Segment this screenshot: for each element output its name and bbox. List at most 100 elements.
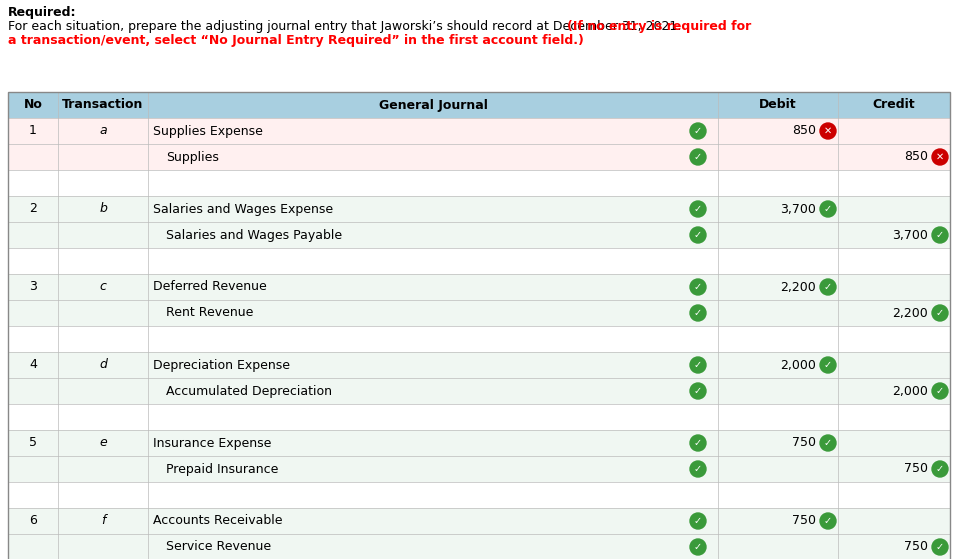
Text: 3: 3 bbox=[29, 281, 37, 293]
Text: ✓: ✓ bbox=[936, 542, 944, 552]
Text: Required:: Required: bbox=[8, 6, 77, 19]
Bar bbox=[8, 534, 950, 559]
Circle shape bbox=[820, 201, 836, 217]
Text: a: a bbox=[100, 125, 106, 138]
Bar bbox=[8, 378, 950, 404]
Circle shape bbox=[820, 123, 836, 139]
Text: ✓: ✓ bbox=[694, 204, 702, 214]
Bar bbox=[8, 170, 950, 196]
Text: ✓: ✓ bbox=[824, 516, 833, 526]
Text: f: f bbox=[101, 514, 105, 528]
Text: ✓: ✓ bbox=[936, 308, 944, 318]
Text: Insurance Expense: Insurance Expense bbox=[153, 437, 271, 449]
Circle shape bbox=[690, 201, 706, 217]
Text: 6: 6 bbox=[29, 514, 37, 528]
Text: ✕: ✕ bbox=[936, 152, 944, 162]
Text: ✓: ✓ bbox=[694, 230, 702, 240]
Text: Accounts Receivable: Accounts Receivable bbox=[153, 514, 283, 528]
Text: d: d bbox=[99, 358, 107, 372]
Text: 750: 750 bbox=[792, 437, 816, 449]
Circle shape bbox=[932, 227, 948, 243]
Text: Rent Revenue: Rent Revenue bbox=[166, 306, 253, 320]
Text: ✓: ✓ bbox=[824, 282, 833, 292]
Text: ✓: ✓ bbox=[694, 152, 702, 162]
Text: 3,700: 3,700 bbox=[780, 202, 816, 216]
Circle shape bbox=[820, 435, 836, 451]
Bar bbox=[8, 404, 950, 430]
Text: 4: 4 bbox=[29, 358, 37, 372]
Circle shape bbox=[690, 435, 706, 451]
Text: ✓: ✓ bbox=[694, 516, 702, 526]
Circle shape bbox=[690, 279, 706, 295]
Circle shape bbox=[690, 305, 706, 321]
Circle shape bbox=[690, 357, 706, 373]
Text: Debit: Debit bbox=[759, 98, 797, 111]
Text: 3,700: 3,700 bbox=[892, 229, 928, 241]
Text: ✓: ✓ bbox=[694, 360, 702, 370]
Circle shape bbox=[690, 513, 706, 529]
Circle shape bbox=[932, 383, 948, 399]
Text: ✓: ✓ bbox=[694, 308, 702, 318]
Bar bbox=[8, 92, 950, 118]
Bar bbox=[8, 508, 950, 534]
Text: ✓: ✓ bbox=[936, 386, 944, 396]
Circle shape bbox=[932, 461, 948, 477]
Text: 5: 5 bbox=[29, 437, 37, 449]
Text: ✓: ✓ bbox=[694, 282, 702, 292]
Text: Supplies: Supplies bbox=[166, 150, 218, 163]
Text: c: c bbox=[100, 281, 106, 293]
Bar bbox=[8, 144, 950, 170]
Circle shape bbox=[820, 279, 836, 295]
Text: 2,200: 2,200 bbox=[892, 306, 928, 320]
Circle shape bbox=[690, 539, 706, 555]
Text: ✓: ✓ bbox=[824, 360, 833, 370]
Text: ✓: ✓ bbox=[694, 126, 702, 136]
Text: 750: 750 bbox=[904, 541, 928, 553]
Text: 750: 750 bbox=[904, 462, 928, 476]
Circle shape bbox=[690, 383, 706, 399]
Text: For each situation, prepare the adjusting journal entry that Jaworski’s should r: For each situation, prepare the adjustin… bbox=[8, 20, 685, 33]
Bar bbox=[8, 92, 950, 559]
Text: ✓: ✓ bbox=[694, 438, 702, 448]
Text: ✓: ✓ bbox=[936, 230, 944, 240]
Text: ✓: ✓ bbox=[694, 464, 702, 474]
Text: ✓: ✓ bbox=[694, 386, 702, 396]
Circle shape bbox=[932, 305, 948, 321]
Circle shape bbox=[820, 357, 836, 373]
Circle shape bbox=[932, 149, 948, 165]
Text: Deferred Revenue: Deferred Revenue bbox=[153, 281, 266, 293]
Text: Prepaid Insurance: Prepaid Insurance bbox=[166, 462, 279, 476]
Text: Supplies Expense: Supplies Expense bbox=[153, 125, 262, 138]
Circle shape bbox=[690, 149, 706, 165]
Circle shape bbox=[690, 227, 706, 243]
Text: ✓: ✓ bbox=[824, 204, 833, 214]
Text: Salaries and Wages Expense: Salaries and Wages Expense bbox=[153, 202, 333, 216]
Bar bbox=[8, 430, 950, 456]
Text: Service Revenue: Service Revenue bbox=[166, 541, 271, 553]
Text: Transaction: Transaction bbox=[62, 98, 144, 111]
Text: 2,200: 2,200 bbox=[780, 281, 816, 293]
Text: Depreciation Expense: Depreciation Expense bbox=[153, 358, 290, 372]
Text: 2,000: 2,000 bbox=[780, 358, 816, 372]
Bar bbox=[8, 326, 950, 352]
Text: b: b bbox=[99, 202, 107, 216]
Circle shape bbox=[932, 539, 948, 555]
Bar bbox=[8, 482, 950, 508]
Text: ✓: ✓ bbox=[694, 542, 702, 552]
Text: a transaction/event, select “No Journal Entry Required” in the first account fie: a transaction/event, select “No Journal … bbox=[8, 34, 583, 47]
Bar bbox=[8, 196, 950, 222]
Bar bbox=[8, 456, 950, 482]
Text: General Journal: General Journal bbox=[378, 98, 488, 111]
Text: Salaries and Wages Payable: Salaries and Wages Payable bbox=[166, 229, 342, 241]
Text: 850: 850 bbox=[792, 125, 816, 138]
Text: ✓: ✓ bbox=[936, 464, 944, 474]
Text: 2: 2 bbox=[29, 202, 37, 216]
Circle shape bbox=[820, 513, 836, 529]
Text: 850: 850 bbox=[904, 150, 928, 163]
Text: Credit: Credit bbox=[873, 98, 915, 111]
Text: e: e bbox=[99, 437, 107, 449]
Bar bbox=[8, 274, 950, 300]
Text: Accumulated Depreciation: Accumulated Depreciation bbox=[166, 385, 332, 397]
Bar bbox=[8, 300, 950, 326]
Text: 2,000: 2,000 bbox=[892, 385, 928, 397]
